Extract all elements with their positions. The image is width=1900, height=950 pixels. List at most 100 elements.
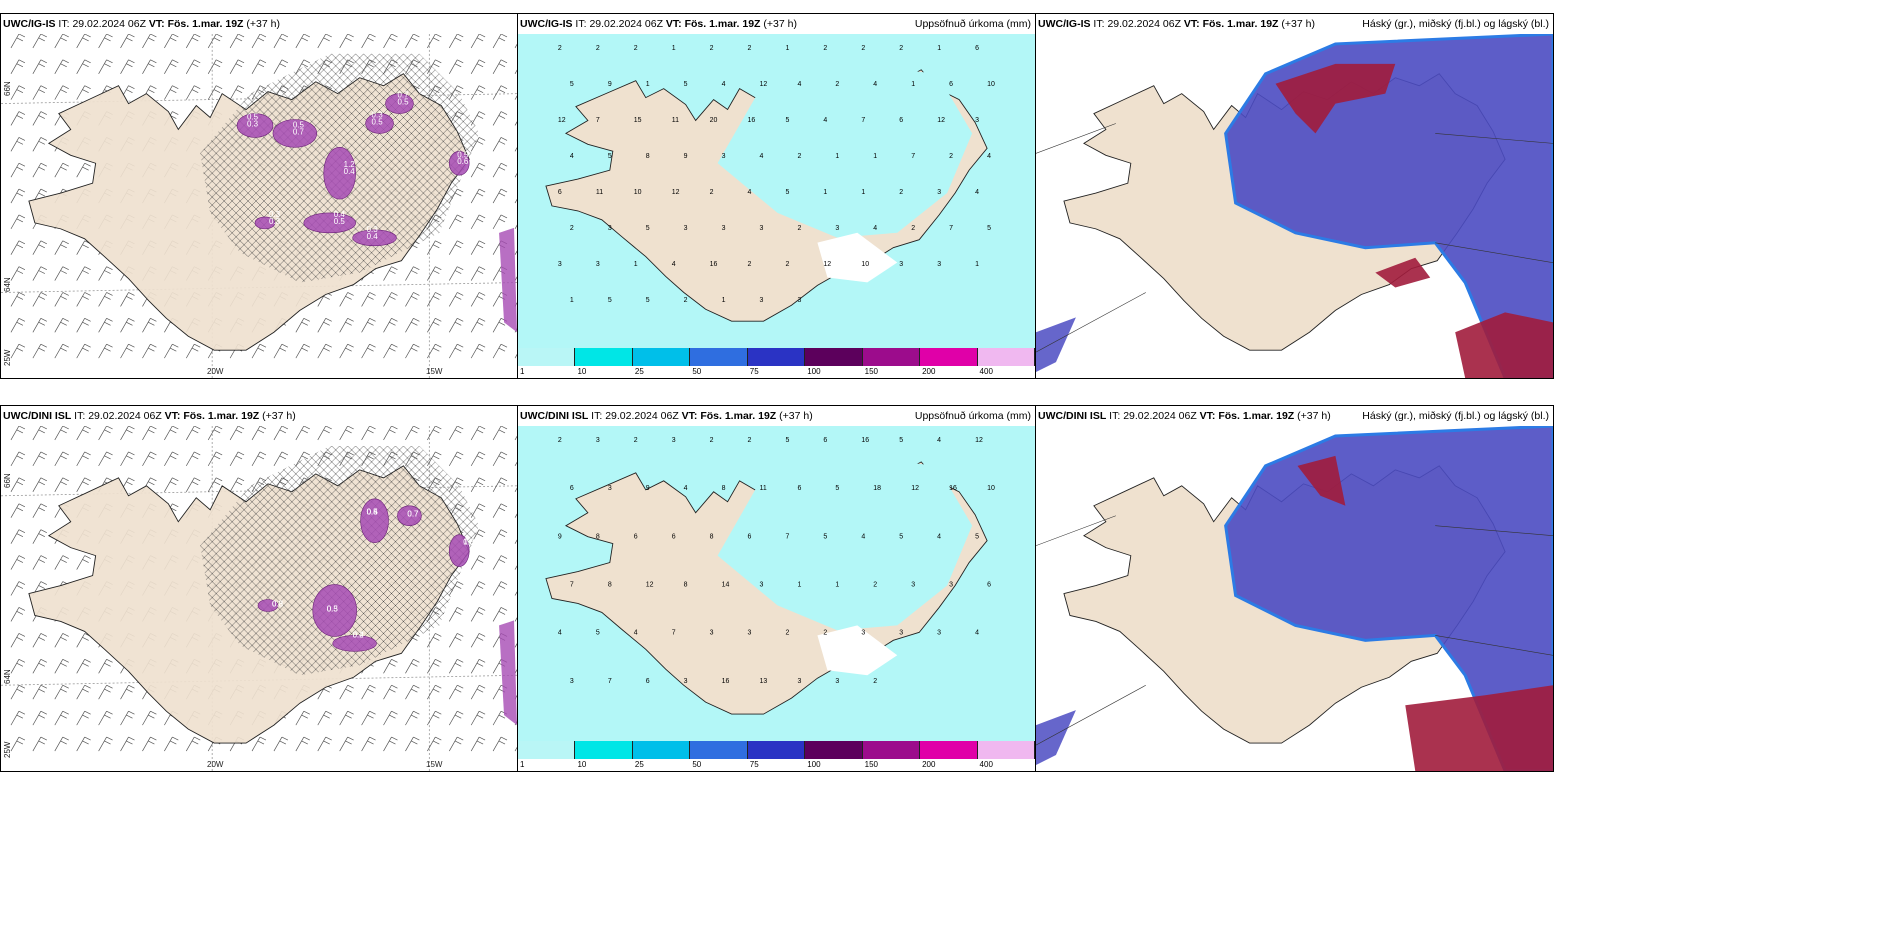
map-area [1036, 426, 1553, 771]
wind-barb [54, 736, 69, 752]
precip-value-label: 16 [722, 678, 730, 685]
lat-label-64n: 64N [3, 669, 12, 684]
wind-barb [492, 607, 508, 622]
wind-barb [470, 188, 486, 204]
wind-barb [514, 69, 517, 74]
precip-value-label: 2 [710, 189, 714, 196]
precip-value-label: 8 [608, 581, 612, 588]
precip-value-label: 6 [646, 678, 650, 685]
wind-barb [54, 292, 69, 307]
cloud-map-panel-2: UWC/DINI ISL IT: 29.02.2024 06Z VT: Fös.… [1035, 405, 1554, 772]
wind-barb [76, 162, 91, 178]
precip-value-label: 2 [570, 225, 574, 232]
precip-value-label: 1 [570, 297, 574, 304]
precip-value-label: 3 [748, 630, 752, 637]
precip-title: Uppsöfnuð úrkoma (mm) [914, 18, 1031, 30]
wind-barb [492, 503, 508, 518]
precip-value-label: 1 [835, 581, 839, 588]
wind-barb [32, 343, 47, 359]
wind-barb [470, 633, 486, 648]
wind-barb [32, 59, 47, 74]
colorbar-label: 75 [749, 760, 759, 769]
wind-barb [76, 684, 91, 700]
wind-barb [492, 555, 508, 570]
mid-cloud-area [1036, 710, 1076, 766]
wind-barb [514, 43, 517, 49]
precip-value-label: 12 [558, 117, 566, 124]
wind-barb [470, 555, 486, 570]
colorbar-label: 200 [922, 760, 936, 769]
wind-barb [427, 684, 442, 700]
wind-barb [514, 669, 517, 674]
precip-value-label: 5 [646, 297, 650, 304]
wind-barb [120, 343, 135, 359]
precip-value-label: 2 [596, 45, 600, 52]
precip-value-label: 5 [570, 81, 574, 88]
colorbar-label: 150 [864, 760, 879, 769]
wind-barb [10, 137, 26, 152]
precip-value-label: 16 [710, 261, 718, 268]
wind-barb [10, 318, 26, 333]
wind-barb [492, 162, 508, 178]
boundary-line [1435, 635, 1553, 656]
precip-value-label: 4 [672, 261, 676, 268]
wind-barb [427, 318, 442, 333]
precip-value-label: 10 [861, 261, 869, 268]
wind-barb [120, 451, 135, 467]
wind-barb [10, 426, 26, 441]
wind-barb [207, 426, 223, 441]
wind-barb [317, 34, 332, 49]
icing-area [323, 147, 356, 200]
wind-barb [405, 266, 420, 281]
precip-value-label: 5 [835, 485, 839, 492]
icing-value-label: 0.8 [272, 599, 284, 608]
precip-value-label: 10 [987, 485, 995, 492]
precip-value-label: 2 [748, 45, 752, 52]
precip-value-label: 6 [558, 189, 562, 196]
wind-barb [492, 426, 508, 441]
icing-value-label: 0.3 [367, 225, 379, 234]
precip-value-label: 3 [558, 261, 562, 268]
lon-label-15w: 15W [426, 367, 443, 376]
precip-colorbar: 1 10 25 50 75 100 150 200 400 [518, 348, 1035, 378]
precip-value-label: 10 [634, 189, 642, 196]
lat-label-25w: 25W [3, 741, 12, 758]
lat-label-66n: 66N [3, 473, 12, 488]
precip-value-label: 2 [558, 437, 562, 444]
precip-value-label: 3 [672, 437, 676, 444]
wind-barb [273, 426, 289, 441]
precip-value-label: 3 [797, 678, 801, 685]
wind-barb [448, 214, 464, 230]
colorbar-label: 50 [692, 760, 702, 769]
wind-barb [10, 659, 26, 674]
precip-value-label: 12 [823, 261, 831, 268]
wind-barb [492, 477, 508, 492]
precip-value-label: 3 [911, 581, 915, 588]
wind-barb [120, 292, 135, 307]
wind-barb [514, 461, 517, 467]
precip-value-label: 2 [873, 678, 877, 685]
wind-barb [76, 426, 91, 441]
wind-barb [32, 292, 47, 307]
wind-barb [448, 684, 464, 700]
precip-value-label: 13 [760, 678, 768, 685]
wind-barb [185, 59, 201, 74]
precip-value-label: 1 [785, 45, 789, 52]
colorbar-swatch [747, 348, 806, 366]
wind-barb [427, 240, 442, 255]
icing-area [272, 119, 318, 148]
wind-barb [54, 710, 69, 726]
map-svg-precip-2: 2 3 2 3 2 2 5 6 16 5 4 126 3 9 4 8 11 6 5 18 12 16 109 8 6 6 8 6 7 5 4… [518, 426, 1035, 741]
wind-barb [339, 426, 354, 441]
precip-value-label: 7 [861, 117, 865, 124]
precip-value-label: 16 [861, 437, 869, 444]
precip-value-label: 5 [785, 437, 789, 444]
cloud-title: Háský (gr.), miðský (fj.bl.) og lágský (… [1362, 410, 1549, 422]
wind-barb [339, 736, 354, 752]
wind-barb [32, 85, 47, 100]
wind-barb [273, 343, 289, 359]
colorbar-label: 10 [577, 760, 587, 769]
wind-barb [317, 710, 332, 726]
no-precip-area [817, 232, 898, 283]
precip-value-label: 3 [937, 630, 941, 637]
